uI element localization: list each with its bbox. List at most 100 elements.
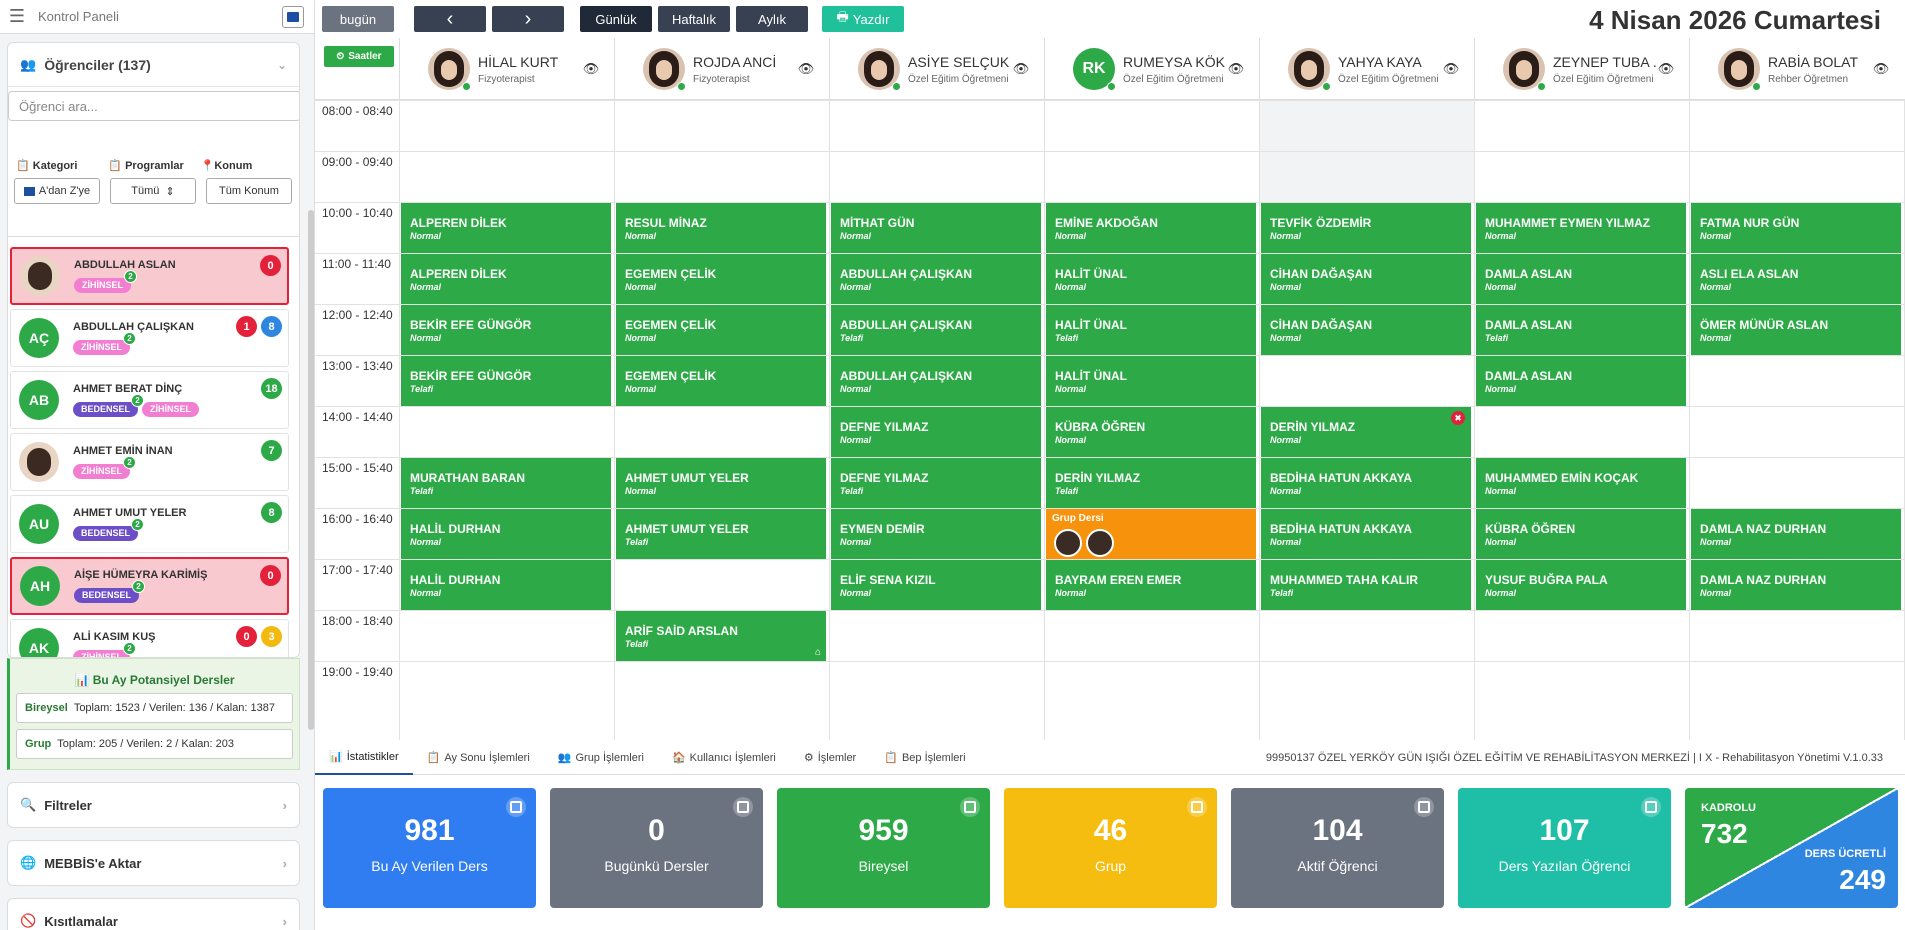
stat-card[interactable]: 104 Aktif Öğrenci (1231, 788, 1444, 908)
lesson-event[interactable]: HALİT ÜNAL Telafi (1046, 305, 1256, 355)
lesson-event[interactable]: EGEMEN ÇELİK Normal (616, 254, 826, 304)
stat-card[interactable]: 107 Ders Yazılan Öğrenci (1458, 788, 1671, 908)
lesson-event[interactable]: CİHAN DAĞAŞAN Normal (1261, 305, 1471, 355)
lesson-event[interactable]: ÖMER MÜNÜR ASLAN Normal (1691, 305, 1901, 355)
lesson-event[interactable]: DAMLA ASLAN Normal (1476, 254, 1686, 304)
programs-select[interactable]: Tümü ⇕ (110, 178, 196, 204)
refresh-icon[interactable] (1641, 797, 1661, 817)
view-week-button[interactable]: Haftalık (658, 6, 730, 32)
lesson-event[interactable]: EGEMEN ÇELİK Normal (616, 356, 826, 406)
tab-operations[interactable]: ⚙ İşlemler (790, 741, 870, 775)
lesson-event[interactable]: ABDULLAH ÇALIŞKAN Normal (831, 254, 1041, 304)
lesson-event[interactable]: EMİNE AKDOĞAN Normal (1046, 203, 1256, 253)
minimize-window-icon[interactable] (282, 5, 304, 28)
teacher-header[interactable]: RABİA BOLAT Rehber Öğretmen 👁 (1689, 38, 1904, 100)
eye-icon[interactable]: 👁 (797, 61, 815, 76)
tab-bep-ops[interactable]: 📋 Bep İşlemleri (870, 741, 979, 775)
lesson-event[interactable]: DERİN YILMAZ Telafi (1046, 458, 1256, 508)
lesson-event[interactable]: ELİF SENA KIZIL Normal (831, 560, 1041, 610)
teacher-header[interactable]: RK RUMEYSA KÖK Özel Eğitim Öğretmeni 👁 (1044, 38, 1259, 100)
lesson-event[interactable]: HALİT ÜNAL Normal (1046, 254, 1256, 304)
student-list-item[interactable]: AH AİŞE HÜMEYRA KARİMİŞ BEDENSEL 2 0 (10, 557, 289, 615)
lesson-event[interactable]: MİTHAT GÜN Normal (831, 203, 1041, 253)
lesson-event[interactable]: ARİF SAİD ARSLAN Telafi ⌂ (616, 611, 826, 661)
next-button[interactable]: › (492, 6, 564, 32)
print-button[interactable]: 🖶 Yazdır (822, 6, 904, 32)
filters-button[interactable]: 🔍 Filtreler › (7, 782, 300, 828)
student-list-item[interactable]: AK ALİ KASIM KUŞ ZİHİNSEL 2 0 3 (10, 619, 289, 657)
today-button[interactable]: bugün (322, 6, 394, 32)
lesson-event[interactable]: MURATHAN BARAN Telafi (401, 458, 611, 508)
eye-icon[interactable]: 👁 (1657, 61, 1675, 76)
teacher-header[interactable]: ASİYE SELÇUK Özel Eğitim Öğretmeni 👁 (829, 38, 1044, 100)
lesson-event[interactable]: BEDİHA HATUN AKKAYA Normal (1261, 509, 1471, 559)
tab-statistics[interactable]: 📊 İstatistikler (315, 741, 413, 775)
student-list-item[interactable]: ABDULLAH ASLAN ZİHİNSEL 2 0 (10, 247, 289, 305)
students-header[interactable]: 👥 Öğrenciler (137) ⌄ (8, 43, 299, 87)
lesson-event[interactable]: AHMET UMUT YELER Normal (616, 458, 826, 508)
lesson-event[interactable]: ASLI ELA ASLAN Normal (1691, 254, 1901, 304)
lesson-event[interactable]: BEKİR EFE GÜNGÖR Telafi (401, 356, 611, 406)
lesson-event[interactable]: DEFNE YILMAZ Normal (831, 407, 1041, 457)
lesson-event[interactable]: ABDULLAH ÇALIŞKAN Normal (831, 356, 1041, 406)
chevron-down-icon[interactable]: ⌄ (276, 57, 287, 72)
location-select[interactable]: Tüm Konum (206, 178, 292, 204)
view-day-button[interactable]: Günlük (580, 6, 652, 32)
eye-icon[interactable]: 👁 (1442, 61, 1460, 76)
student-list-item[interactable]: AB AHMET BERAT DİNÇ BEDENSEL 2 ZİHİNSEL 18 (10, 371, 289, 429)
lesson-event[interactable]: CİHAN DAĞAŞAN Normal (1261, 254, 1471, 304)
eye-icon[interactable]: 👁 (1227, 61, 1245, 76)
lesson-event[interactable]: RESUL MİNAZ Normal (616, 203, 826, 253)
lesson-event[interactable]: ALPEREN DİLEK Normal (401, 254, 611, 304)
close-icon[interactable]: ✖ (1451, 411, 1465, 425)
tab-user-ops[interactable]: 🏠 Kullanıcı İşlemleri (658, 741, 790, 775)
lesson-event[interactable]: HALİT ÜNAL Normal (1046, 356, 1256, 406)
view-month-button[interactable]: Aylık (736, 6, 808, 32)
lesson-event[interactable]: MUHAMMED TAHA KALIR Telafi (1261, 560, 1471, 610)
eye-icon[interactable]: 👁 (1012, 61, 1030, 76)
restrictions-button[interactable]: 🚫 Kısıtlamalar › (7, 898, 300, 930)
lesson-event[interactable]: BEDİHA HATUN AKKAYA Normal (1261, 458, 1471, 508)
student-search-input[interactable] (8, 91, 299, 121)
refresh-icon[interactable] (1187, 797, 1207, 817)
stat-card[interactable]: 981 Bu Ay Verilen Ders (323, 788, 536, 908)
lesson-event[interactable]: KÜBRA ÖĞREN Normal (1046, 407, 1256, 457)
hours-button[interactable]: ⏲ Saatler (324, 46, 394, 67)
lesson-event[interactable]: ABDULLAH ÇALIŞKAN Telafi (831, 305, 1041, 355)
refresh-icon[interactable] (1414, 797, 1434, 817)
lesson-event[interactable]: FATMA NUR GÜN Normal (1691, 203, 1901, 253)
tab-month-end[interactable]: 📋 Ay Sonu İşlemleri (413, 741, 544, 775)
lesson-event[interactable]: HALİL DURHAN Normal (401, 560, 611, 610)
refresh-icon[interactable] (506, 797, 526, 817)
lesson-event[interactable]: EYMEN DEMİR Normal (831, 509, 1041, 559)
lesson-event[interactable]: DEFNE YILMAZ Telafi (831, 458, 1041, 508)
lesson-event[interactable]: HALİL DURHAN Normal (401, 509, 611, 559)
teacher-header[interactable]: HİLAL KURT Fizyoterapist 👁 (399, 38, 614, 100)
sidebar-scrollbar[interactable] (308, 210, 314, 730)
eye-icon[interactable]: 👁 (1872, 61, 1890, 76)
lesson-event[interactable]: AHMET UMUT YELER Telafi (616, 509, 826, 559)
lesson-event[interactable]: MUHAMMED EMİN KOÇAK Normal (1476, 458, 1686, 508)
lesson-event[interactable]: TEVFİK ÖZDEMİR Normal (1261, 203, 1471, 253)
stat-card[interactable]: 959 Bireysel (777, 788, 990, 908)
eye-icon[interactable]: 👁 (582, 61, 600, 76)
mebbis-export-button[interactable]: 🌐 MEBBİS'e Aktar › (7, 840, 300, 886)
teacher-header[interactable]: ROJDA ANCİ Fizyoterapist 👁 (614, 38, 829, 100)
teacher-header[interactable]: ZEYNEP TUBA ... Özel Eğitim Öğretmeni 👁 (1474, 38, 1689, 100)
lesson-event[interactable]: DERİN YILMAZ Normal ✖ (1261, 407, 1471, 457)
lesson-event[interactable]: BAYRAM EREN EMER Normal (1046, 560, 1256, 610)
lesson-event[interactable]: MUHAMMET EYMEN YILMAZ Normal (1476, 203, 1686, 253)
lesson-event[interactable]: BEKİR EFE GÜNGÖR Normal (401, 305, 611, 355)
tab-group-ops[interactable]: 👥 Grup İşlemleri (544, 741, 658, 775)
lesson-event[interactable]: DAMLA NAZ DURHAN Normal (1691, 509, 1901, 559)
hamburger-menu-icon[interactable]: ☰ (8, 6, 26, 26)
lesson-event[interactable]: DAMLA ASLAN Telafi (1476, 305, 1686, 355)
student-list-item[interactable]: AU AHMET UMUT YELER BEDENSEL 2 8 (10, 495, 289, 553)
lesson-event[interactable]: KÜBRA ÖĞREN Normal (1476, 509, 1686, 559)
student-list-item[interactable]: AHMET EMİN İNAN ZİHİNSEL 2 7 (10, 433, 289, 491)
prev-button[interactable]: ‹ (414, 6, 486, 32)
lesson-event[interactable]: DAMLA NAZ DURHAN Normal (1691, 560, 1901, 610)
lesson-event[interactable]: ALPEREN DİLEK Normal (401, 203, 611, 253)
group-lesson-event[interactable]: Grup Dersi (1046, 509, 1256, 559)
stat-card[interactable]: 0 Bugünkü Dersler (550, 788, 763, 908)
